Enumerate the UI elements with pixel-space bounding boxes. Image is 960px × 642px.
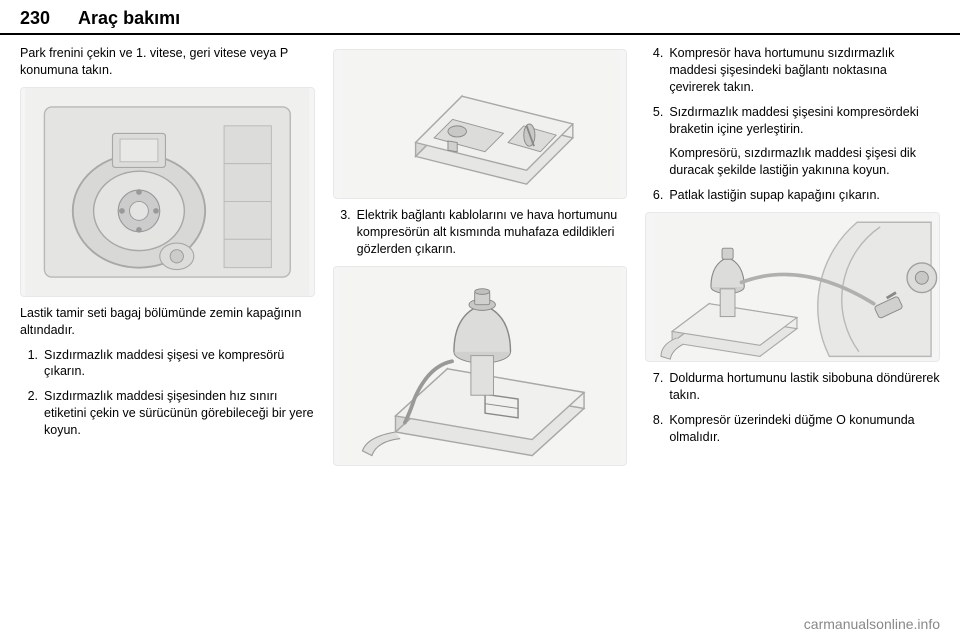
compressor-box-illustration xyxy=(334,50,627,198)
step-6-num: 6. xyxy=(645,187,663,204)
step-5-num: 5. xyxy=(645,104,663,138)
step-5-text: Sızdırmazlık maddesi şişesini kompresörd… xyxy=(669,104,940,138)
step-1: 1. Sızdırmazlık maddesi şişesi ve kompre… xyxy=(20,347,315,381)
step-2-num: 2. xyxy=(20,388,38,439)
step-6: 6. Patlak lastiğin supap kapağını çıkarı… xyxy=(645,187,940,204)
step-7: 7. Doldurma hortumunu lastik sibobuna dö… xyxy=(645,370,940,404)
column-right: 4. Kompresör hava hortumunu sızdırmazlık… xyxy=(645,45,940,474)
step-8: 8. Kompresör üzerindeki düğme O konumund… xyxy=(645,412,940,446)
column-left: Park frenini çekin ve 1. vitese, geri vi… xyxy=(20,45,315,474)
step-8-num: 8. xyxy=(645,412,663,446)
intro-text: Park frenini çekin ve 1. vitese, geri vi… xyxy=(20,45,315,79)
step-5: 5. Sızdırmazlık maddesi şişesini kompres… xyxy=(645,104,940,138)
figure-bottle-compressor xyxy=(333,266,628,466)
trunk-illustration xyxy=(21,88,314,296)
step-7-text: Doldurma hortumunu lastik sibobuna döndü… xyxy=(669,370,940,404)
column-middle: 3. Elektrik bağlantı kablolarını ve hava… xyxy=(333,45,628,474)
step-8-text: Kompresör üzerindeki düğme O konumunda o… xyxy=(669,412,940,446)
step-6-text: Patlak lastiğin supap kapağını çıkarın. xyxy=(669,187,940,204)
step-5-sub: Kompresörü, sızdırmazlık maddesi şişesi … xyxy=(669,145,940,179)
step-1-text: Sızdırmazlık maddesi şişesi ve kompresör… xyxy=(44,347,315,381)
step-7-num: 7. xyxy=(645,370,663,404)
step-1-num: 1. xyxy=(20,347,38,381)
figure-compressor-box xyxy=(333,49,628,199)
bottle-compressor-illustration xyxy=(334,267,627,465)
tire-connection-illustration xyxy=(646,213,939,361)
step-2-text: Sızdırmazlık maddesi şişesinden hız sını… xyxy=(44,388,315,439)
step-3-num: 3. xyxy=(333,207,351,258)
footer-url: carmanualsonline.info xyxy=(804,616,940,632)
step-2: 2. Sızdırmazlık maddesi şişesinden hız s… xyxy=(20,388,315,439)
step-4: 4. Kompresör hava hortumunu sızdırmazlık… xyxy=(645,45,940,96)
caption-storage: Lastik tamir seti bagaj bölümünde zemin … xyxy=(20,305,315,339)
page-number: 230 xyxy=(20,8,50,29)
step-4-num: 4. xyxy=(645,45,663,96)
header-title: Araç bakımı xyxy=(78,8,180,29)
step-3-text: Elektrik bağlantı kablolarını ve hava ho… xyxy=(357,207,628,258)
figure-tire-connection xyxy=(645,212,940,362)
figure-trunk-storage xyxy=(20,87,315,297)
step-4-text: Kompresör hava hortumunu sızdırmazlık ma… xyxy=(669,45,940,96)
step-3: 3. Elektrik bağlantı kablolarını ve hava… xyxy=(333,207,628,258)
